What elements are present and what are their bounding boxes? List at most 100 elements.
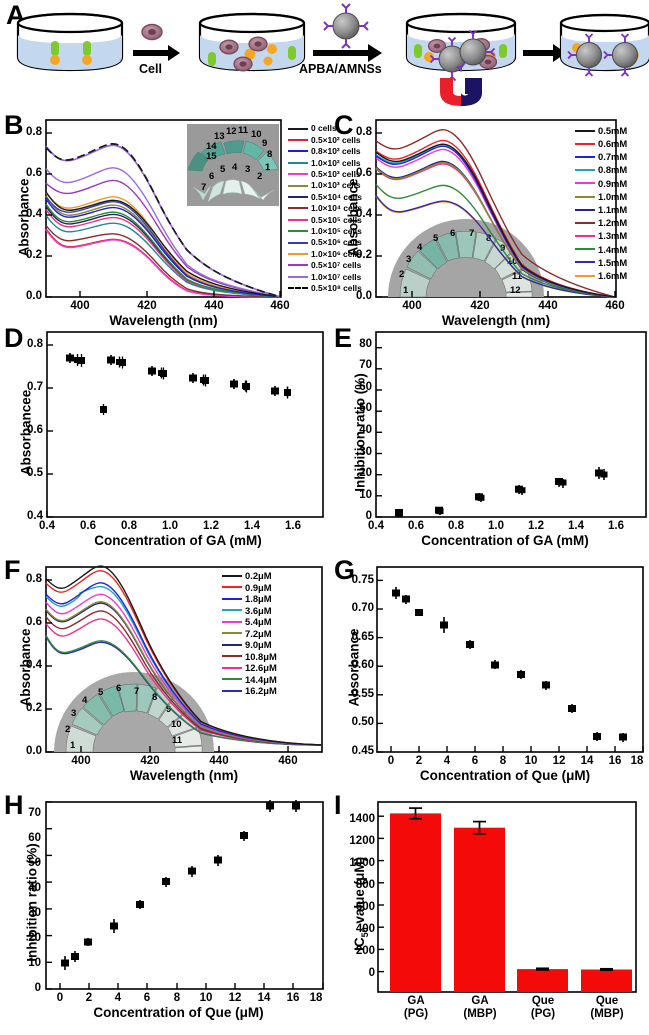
- panel-h-xtick: 10: [199, 992, 213, 1004]
- panel-h-xtick: 2: [85, 992, 93, 1004]
- legend-item: 1.6mM: [575, 269, 645, 282]
- svg-text:7: 7: [469, 228, 474, 239]
- svg-text:7: 7: [201, 182, 206, 193]
- svg-text:14: 14: [206, 141, 217, 152]
- panel-i-xcat-line2: (PG): [530, 1008, 556, 1020]
- svg-text:9: 9: [262, 138, 267, 149]
- panel-e-xtick: 0.4: [368, 520, 384, 532]
- legend-swatch: [575, 169, 595, 172]
- legend-label: 7.2μM: [245, 627, 272, 639]
- panel-f-xtick: 460: [278, 755, 298, 767]
- legend-item: 1.5mM: [575, 256, 645, 269]
- svg-text:11: 11: [172, 735, 183, 746]
- panel-e-ytick: 30: [359, 446, 372, 458]
- panel-e-xtick: 0.8: [448, 520, 464, 532]
- legend-swatch: [288, 241, 308, 244]
- panel-b-curves: [45, 143, 282, 298]
- panel-i: I IC50 value (μM) 0 200 400 600 800 1000…: [330, 790, 649, 1035]
- legend-item: 0.8×10² cells: [288, 146, 361, 157]
- legend-item: 0.2μM: [222, 570, 294, 582]
- panel-g-ytick: 0.55: [351, 688, 374, 700]
- legend-label: 5.4μM: [245, 616, 272, 628]
- panel-f-plot: 1 2 3 4 5 6 7 8 9 10 11: [45, 565, 323, 753]
- panel-f-ytick: 0.8: [26, 573, 42, 585]
- panel-i-ytick: 400: [355, 923, 375, 935]
- svg-text:2: 2: [65, 724, 70, 735]
- panel-e-xlabel: Concentration of GA (mM): [421, 533, 589, 548]
- legend-item: 0.5×10² cells: [288, 134, 361, 145]
- panel-f-ytick: 0.0: [26, 745, 42, 757]
- legend-label: 1.0×10² cells: [311, 157, 361, 168]
- legend-label: 1.0×10³ cells: [311, 180, 361, 191]
- panel-b-xtick: 440: [204, 300, 224, 312]
- svg-text:9: 9: [166, 704, 171, 715]
- legend-item: 0.5×10⁴ cells: [288, 191, 362, 202]
- legend-item: 1.0×10⁵ cells: [288, 226, 362, 237]
- panel-c-ytick: 0.8: [356, 126, 372, 138]
- legend-item: 1.4mM: [575, 243, 645, 256]
- legend-item: 3.6μM: [222, 605, 294, 617]
- legend-swatch: [288, 161, 308, 164]
- legend-label: 14.4μM: [245, 673, 277, 685]
- panel-i-xcat-line1: GA: [471, 995, 489, 1007]
- legend-swatch: [575, 155, 595, 158]
- panel-b-ytick: 0.0: [26, 290, 42, 302]
- svg-text:8: 8: [267, 149, 272, 160]
- panel-e-xtick: 1.2: [528, 520, 544, 532]
- panel-d-ytick: 0.8: [27, 338, 43, 350]
- panel-d-xtick: 0.6: [80, 520, 96, 532]
- svg-text:2: 2: [399, 269, 404, 280]
- panel-h-ytick: 0: [34, 982, 41, 994]
- panel-g-xtick: 10: [524, 755, 538, 767]
- legend-swatch: [288, 264, 308, 267]
- panel-c-label: C: [334, 110, 354, 140]
- panel-e-ytick: 60: [359, 381, 372, 393]
- panel-g-xtick: 14: [580, 755, 594, 767]
- svg-text:5: 5: [220, 164, 226, 175]
- panel-a: A: [0, 0, 649, 110]
- legend-swatch: [575, 274, 595, 277]
- panel-d-xtick: 1.2: [203, 520, 219, 532]
- legend-item: 0.5×10⁶ cells: [288, 237, 362, 248]
- panel-g-ytick: 0.45: [351, 745, 374, 757]
- legend-swatch: [575, 182, 595, 185]
- panel-a-step2-label: APBA/AMNSs: [299, 62, 382, 76]
- svg-text:15: 15: [206, 151, 217, 162]
- panel-h-xtick: 12: [228, 992, 242, 1004]
- panel-f: F Absorbance 0.0 0.2 0.4 0.6 0.8: [0, 555, 330, 790]
- panel-g-ytick: 0.50: [351, 716, 374, 728]
- legend-label: 0.5×10⁷ cells: [311, 260, 362, 271]
- panel-h-ytick: 20: [28, 932, 41, 944]
- panel-h: H Inhibition ratio (%) 0 10 20 30 40 50 …: [0, 790, 330, 1035]
- dish-4: [559, 13, 649, 77]
- panel-c-xtick: 440: [538, 300, 558, 312]
- legend-label: 1.0×10⁷ cells: [311, 271, 362, 282]
- panel-d-ytick: 0.7: [27, 381, 43, 393]
- panel-c-curves: [375, 129, 616, 298]
- legend-swatch: [575, 129, 595, 132]
- legend-label: 1.0mM: [598, 190, 628, 202]
- legend-label: 1.0×10⁶ cells: [311, 248, 362, 259]
- legend-label: 0.7mM: [598, 151, 628, 163]
- legend-item: 1.1mM: [575, 203, 645, 216]
- svg-text:5: 5: [433, 233, 439, 244]
- legend-swatch: [222, 620, 242, 623]
- panel-e-plot: [375, 331, 647, 518]
- panel-b-ytick: 0.6: [26, 167, 42, 179]
- legend-item: 1.0×10⁷ cells: [288, 271, 361, 282]
- legend-swatch: [222, 574, 242, 577]
- arrow-1: [133, 45, 180, 61]
- legend-item: 1.0×10³ cells: [288, 180, 361, 191]
- panel-g-xtick: 4: [443, 755, 451, 767]
- panel-g-plot: [376, 566, 644, 753]
- panel-i-ytick: 1200: [349, 835, 375, 847]
- panel-e-ytick: 50: [359, 402, 372, 414]
- panel-d-points-2: [100, 404, 107, 415]
- panel-d-markers: [66, 353, 279, 396]
- dish-3: [405, 12, 517, 82]
- legend-label: 1.5mM: [598, 256, 628, 268]
- panel-c-ytick: 0.4: [356, 208, 372, 220]
- panel-e-ytick: 10: [359, 489, 372, 501]
- legend-item: 1.8μM: [222, 593, 294, 605]
- panel-i-xcat-line2: (MBP): [590, 1008, 624, 1020]
